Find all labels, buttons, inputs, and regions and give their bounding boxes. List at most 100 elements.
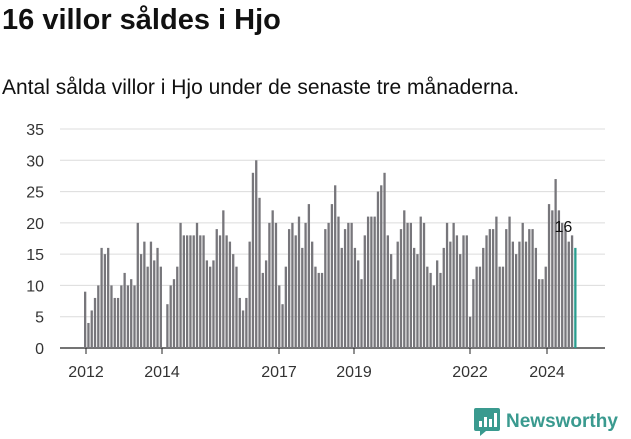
- bar: [287, 229, 291, 348]
- bar: [347, 222, 350, 348]
- brand: Newsworthy: [474, 407, 618, 437]
- y-tick-label: 30: [26, 153, 44, 170]
- bar: [485, 235, 488, 348]
- bar: [258, 197, 261, 348]
- bar: [268, 222, 271, 348]
- bar: [459, 254, 462, 348]
- bar: [508, 216, 511, 348]
- bar: [472, 279, 475, 348]
- bar: [557, 210, 561, 348]
- bar: [297, 216, 301, 348]
- bar: [130, 279, 133, 348]
- bar: [215, 229, 218, 348]
- bar: [343, 229, 347, 348]
- bar: [222, 210, 225, 348]
- bar: [383, 172, 386, 348]
- bar: [238, 297, 241, 348]
- bar: [360, 279, 363, 348]
- bar: [350, 222, 353, 348]
- bar: [225, 235, 228, 348]
- bar: [452, 222, 455, 348]
- bar: [554, 179, 557, 348]
- bar: [465, 235, 468, 348]
- bar: [274, 222, 278, 348]
- bar: [264, 260, 268, 348]
- bar: [357, 260, 360, 348]
- bar: [232, 254, 235, 348]
- bar: [110, 285, 113, 348]
- y-tick-label: 5: [35, 310, 44, 327]
- data-labels: 16: [554, 219, 572, 236]
- bar: [488, 229, 491, 348]
- bar: [228, 241, 232, 348]
- bar: [304, 222, 307, 348]
- bar: [294, 235, 297, 348]
- bar: [271, 210, 274, 348]
- bar: [146, 266, 149, 348]
- bar: [564, 229, 567, 348]
- bar: [505, 229, 508, 348]
- bar: [491, 229, 495, 348]
- bar: [248, 241, 251, 348]
- bar: [528, 229, 531, 348]
- y-axis-ticks: 0 5 10 15 20 25 30 35: [26, 122, 44, 358]
- bar: [182, 235, 185, 348]
- chart-title: 16 villor såldes i Hjo: [2, 4, 281, 36]
- bar: [353, 247, 357, 348]
- bar: [432, 285, 436, 348]
- bar: [538, 279, 541, 348]
- bar: [524, 241, 528, 348]
- bar: [126, 285, 130, 348]
- x-tick-label: 2012: [68, 364, 104, 381]
- bar: [320, 272, 324, 348]
- brand-name: Newsworthy: [506, 411, 618, 432]
- bar: [419, 216, 422, 348]
- y-tick-label: 10: [26, 278, 44, 295]
- bar: [123, 272, 126, 348]
- bar: [159, 266, 162, 348]
- bar: [166, 304, 169, 348]
- bar: [103, 254, 107, 348]
- bar: [561, 222, 564, 348]
- x-tick-label: 2017: [261, 364, 297, 381]
- bar: [185, 235, 189, 348]
- bar: [376, 191, 380, 348]
- bar: [547, 204, 551, 348]
- bar: [307, 204, 311, 348]
- bar: [429, 272, 432, 348]
- bar: [389, 254, 393, 348]
- bar: [393, 279, 396, 348]
- bar: [468, 316, 472, 348]
- bar: [531, 229, 534, 348]
- bar: [317, 272, 320, 348]
- bar: [449, 241, 452, 348]
- bar: [90, 310, 93, 348]
- bar: [139, 254, 143, 348]
- x-axis-ticks: 2012 2014 2017 2019 2022 2024: [68, 348, 565, 381]
- bar: [551, 210, 554, 348]
- bar: [153, 260, 156, 348]
- x-tick-label: 2014: [144, 364, 180, 381]
- bar: [251, 172, 255, 348]
- bar: [511, 241, 514, 348]
- bar: [212, 260, 215, 348]
- bar: [475, 266, 478, 348]
- bar: [97, 285, 100, 348]
- y-tick-label: 15: [26, 247, 44, 264]
- bar: [409, 222, 413, 348]
- bar: [255, 160, 258, 348]
- bar: [149, 241, 153, 348]
- bar: [570, 235, 574, 348]
- bars: [84, 160, 577, 348]
- bar-latest: [574, 247, 577, 348]
- bar: [330, 204, 334, 348]
- bar: [399, 229, 403, 348]
- bar: [386, 235, 389, 348]
- x-tick-label: 2024: [529, 364, 565, 381]
- bar: [261, 272, 264, 348]
- bar: [120, 285, 123, 348]
- bar: [445, 222, 449, 348]
- bar: [172, 279, 176, 348]
- bar: [455, 235, 459, 348]
